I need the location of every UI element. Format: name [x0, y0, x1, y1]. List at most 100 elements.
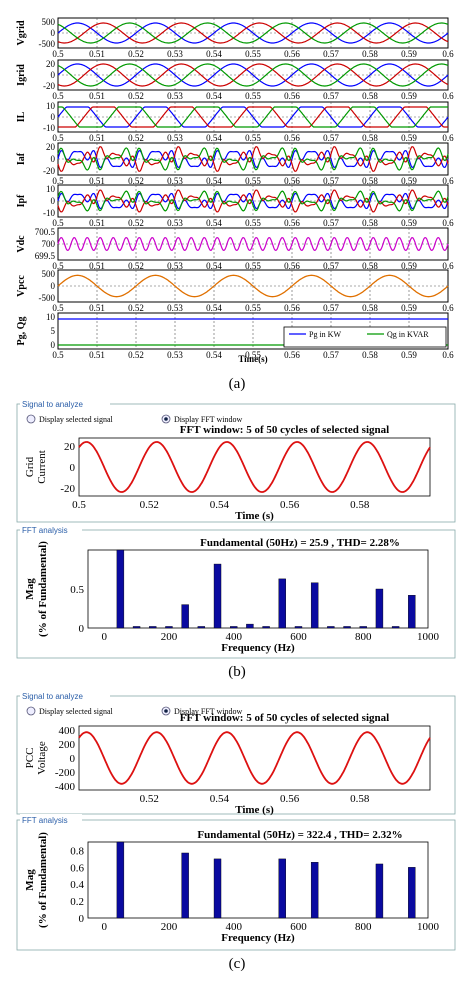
y-tick-label: -20 — [43, 81, 55, 91]
x-tick-label: 0.55 — [245, 91, 261, 101]
x-tick-label: 0.52 — [128, 133, 144, 143]
trace-phase-2 — [57, 190, 449, 212]
x-tick-label: 0.51 — [89, 303, 105, 313]
y-tick-label: 10 — [46, 312, 56, 322]
fft-bar — [375, 863, 384, 919]
y-tick-label: 500 — [42, 17, 56, 27]
y-tick-label: 700 — [42, 239, 56, 249]
x-tick-label: 0.53 — [167, 176, 183, 186]
wave-x-tick: 0.56 — [280, 499, 300, 511]
wave-y-tick: 0 — [70, 753, 76, 765]
trace-phase-1 — [57, 22, 449, 44]
wave-x-tick: 0.52 — [140, 793, 159, 805]
y-tick-label: 0 — [51, 112, 56, 122]
fft-y-tick: 0.5 — [70, 584, 84, 596]
fft-title: Fundamental (50Hz) = 25.9 , THD= 2.28% — [200, 537, 400, 549]
fft-bar — [213, 858, 222, 919]
wave-y-tick: 400 — [59, 725, 76, 737]
wave-y-tick: -400 — [55, 781, 76, 793]
x-tick-label: 0.5 — [52, 133, 64, 143]
fft-window-text: FFT window: 5 of 50 cycles of selected s… — [180, 424, 389, 436]
fft-x-label: Frequency (Hz) — [221, 642, 295, 654]
fft-bar — [294, 626, 303, 629]
fft-bar — [181, 852, 189, 919]
fft-bar — [262, 626, 270, 629]
radio-fft-window-dot — [164, 709, 168, 713]
x-tick-label: 0.51 — [89, 133, 105, 143]
x-tick-label: 0.56 — [284, 133, 300, 143]
fft-x-label: Frequency (Hz) — [221, 932, 295, 944]
x-tick-label: 0.6 — [442, 303, 454, 313]
trace-phase-0 — [57, 22, 449, 44]
fft-title: Fundamental (50Hz) = 322.4 , THD= 2.32% — [197, 829, 402, 841]
wave-x-tick: 0.58 — [350, 499, 370, 511]
x-tick-label: 0.58 — [362, 261, 378, 271]
fft-group-label-bg — [20, 814, 82, 826]
x-tick-label: 0.58 — [362, 303, 378, 313]
fft-x-tick: 1000 — [417, 631, 440, 643]
y-tick-label: 0 — [51, 340, 56, 350]
x-tick-label: 0.53 — [167, 133, 183, 143]
fft-bar — [310, 582, 319, 629]
fft-bar — [327, 626, 335, 629]
x-tick-label: 0.54 — [206, 176, 222, 186]
wave-x-tick: 0.54 — [210, 499, 230, 511]
fft-bar — [213, 563, 222, 629]
legend-box — [283, 326, 447, 348]
fft-y-label: Mag(% of Fundamental) — [24, 541, 49, 637]
radio-fft-window-label: Display FFT window — [174, 415, 243, 424]
fft-bar — [278, 578, 286, 629]
fft-x-tick: 800 — [355, 631, 372, 643]
x-tick-label: 0.51 — [89, 218, 105, 228]
y-tick-label: 500 — [42, 269, 56, 279]
radio-selected-signal — [26, 414, 36, 424]
y-tick-label: 20 — [46, 142, 56, 152]
radio-selected-signal-label: Display selected signal — [39, 415, 114, 424]
fft-x-tick: 600 — [290, 921, 307, 933]
y-tick-label: 0 — [51, 196, 56, 206]
trace-phase-0 — [57, 149, 449, 169]
x-tick-label: 0.56 — [284, 350, 300, 360]
wave-x-label: Time (s) — [235, 510, 274, 522]
fft-bar — [278, 858, 286, 919]
y-axis-label: Vdc — [16, 235, 27, 253]
x-tick-label: 0.57 — [323, 350, 339, 360]
x-tick-label: 0.55 — [245, 303, 261, 313]
fft-x-tick: 0 — [101, 631, 107, 643]
x-tick-label: 0.6 — [442, 350, 454, 360]
x-tick-label: 0.52 — [128, 218, 144, 228]
fft-bar — [408, 595, 416, 629]
fft-x-tick: 1000 — [417, 921, 440, 933]
x-tick-label: 0.56 — [284, 261, 300, 271]
x-tick-label: 0.52 — [128, 303, 144, 313]
strip-4: Ipf 10 0 -100.5 0.51 0.52 0.53 0.54 0.55 0.56 0.57… — [16, 184, 454, 228]
radio-fft-window-label: Display FFT window — [174, 707, 243, 716]
y-tick-label: 10 — [46, 101, 56, 111]
x-tick-label: 0.57 — [323, 261, 339, 271]
x-tick-label: 0.59 — [401, 350, 417, 360]
x-tick-label: 0.6 — [442, 176, 454, 186]
x-tick-label: 0.53 — [167, 350, 183, 360]
fft-y-label-line2: (% of Fundamental) — [37, 541, 49, 637]
x-tick-label: 0.55 — [245, 176, 261, 186]
wave-x-tick: 0.5 — [72, 499, 86, 511]
x-tick-label: 0.54 — [206, 91, 222, 101]
fft-x-tick: 800 — [355, 921, 372, 933]
x-tick-label: 0.54 — [206, 303, 222, 313]
x-tick-label: 0.5 — [52, 176, 64, 186]
y-axis-label: Iaf — [16, 152, 27, 165]
panel-c: Signal to analyze Display selected signal… — [16, 690, 456, 972]
strip-2: IL 100-100.5 0.51 0.52 0.53 0.54 0.55 0.56 0.57 0… — [16, 101, 454, 143]
y-tick-label: 10 — [46, 184, 56, 194]
wave-y-label-line2: Current — [36, 450, 48, 484]
x-tick-label: 0.54 — [206, 218, 222, 228]
strip-7: Pg, Qg 10 5 00.5 0.51 0.52 0.53 0.54 0.55 0.56 0.5… — [16, 312, 454, 360]
x-tick-label: 0.52 — [128, 350, 144, 360]
y-tick-label: 700.5 — [35, 227, 56, 237]
fft-bar — [116, 549, 125, 629]
x-tick-label: 0.55 — [245, 218, 261, 228]
fft-bar — [132, 626, 141, 629]
wave-y-tick: 20 — [64, 441, 76, 453]
x-tick-label: 0.5 — [52, 49, 64, 59]
